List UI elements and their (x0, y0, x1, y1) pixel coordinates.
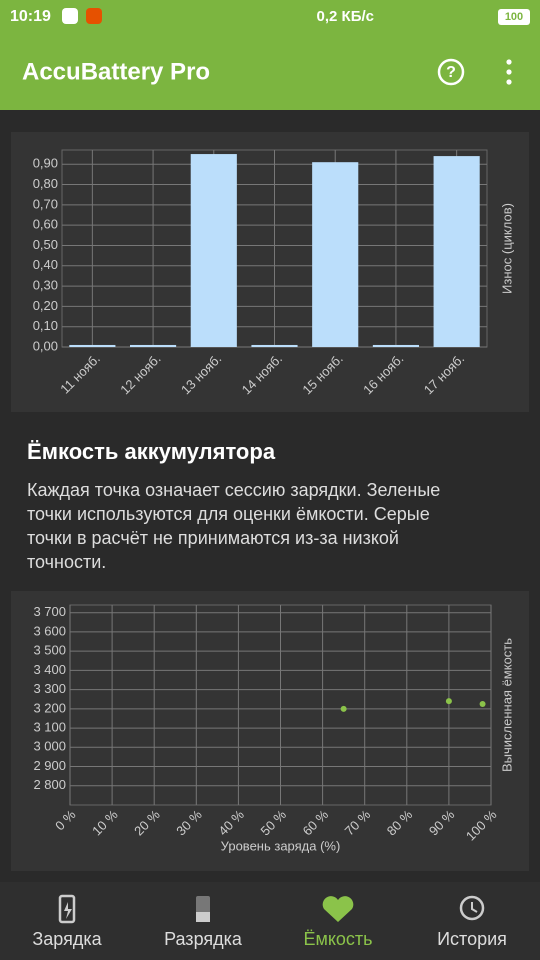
section-title: Ёмкость аккумулятора (27, 439, 276, 464)
y-tick-label: 0,60 (33, 217, 58, 232)
help-button[interactable]: ? (437, 58, 465, 86)
nav-item[interactable]: История (437, 929, 507, 949)
battery-icon (498, 9, 530, 25)
y-tick-label: 3 600 (33, 623, 66, 638)
notif-icon (62, 8, 78, 24)
y-tick-label: 0,30 (33, 278, 58, 293)
notif-icon (86, 8, 102, 24)
bar (433, 156, 480, 347)
bar (69, 344, 116, 347)
y-tick-label: 0,40 (33, 257, 58, 272)
net-speed: 0,2 КБ/с (317, 8, 374, 25)
menu-button[interactable] (506, 59, 512, 85)
nav-icons (58, 894, 485, 924)
y-tick-label: 3 300 (33, 681, 66, 696)
bar (372, 344, 419, 347)
section-text: точки используются для оценки ёмкости. С… (27, 504, 430, 524)
nav-item[interactable]: Разрядка (164, 929, 243, 949)
y-tick-label: 3 700 (33, 604, 66, 619)
y-tick-label: 3 400 (33, 662, 66, 677)
bottom-nav (0, 882, 540, 960)
y-tick-label: 0,10 (33, 318, 58, 333)
y-axis-label: Вычисленная ёмкость (499, 638, 514, 772)
y-tick-label: 0,20 (33, 298, 58, 313)
x-axis-label: Уровень заряда (%) (221, 838, 341, 853)
y-tick-label: 0,70 (33, 196, 58, 211)
section-text: точки в расчёт не принимаются из-за низк… (27, 528, 399, 548)
section-text: Каждая точка означает сессию зарядки. Зе… (27, 480, 440, 500)
y-axis-label: Износ (циклов) (499, 203, 514, 294)
section-text: точности. (27, 552, 106, 572)
app-bar-bg (0, 0, 540, 110)
point (479, 701, 486, 708)
card (11, 591, 529, 871)
y-tick-label: 0,00 (33, 338, 58, 353)
bar (130, 344, 177, 347)
point (445, 698, 452, 705)
y-tick-label: 0,80 (33, 176, 58, 191)
y-tick-label: 3 000 (33, 739, 66, 754)
svg-text:?: ? (446, 64, 456, 81)
bar (251, 344, 298, 347)
y-tick-label: 3 200 (33, 700, 66, 715)
y-tick-label: 0,50 (33, 237, 58, 252)
y-tick-label: 3 500 (33, 643, 66, 658)
bar (190, 154, 237, 347)
bar (312, 162, 359, 347)
point (340, 705, 347, 712)
y-tick-label: 2 800 (33, 777, 66, 792)
nav-item[interactable]: Зарядка (32, 929, 102, 949)
app-title: AccuBattery Pro (22, 58, 210, 85)
nav-item[interactable]: Ёмкость (303, 929, 372, 949)
y-tick-label: 2 900 (33, 758, 66, 773)
y-tick-label: 0,90 (33, 156, 58, 171)
battery-level: 100 (505, 11, 523, 23)
y-tick-label: 3 100 (33, 720, 66, 735)
time: 10:19 (10, 8, 51, 25)
